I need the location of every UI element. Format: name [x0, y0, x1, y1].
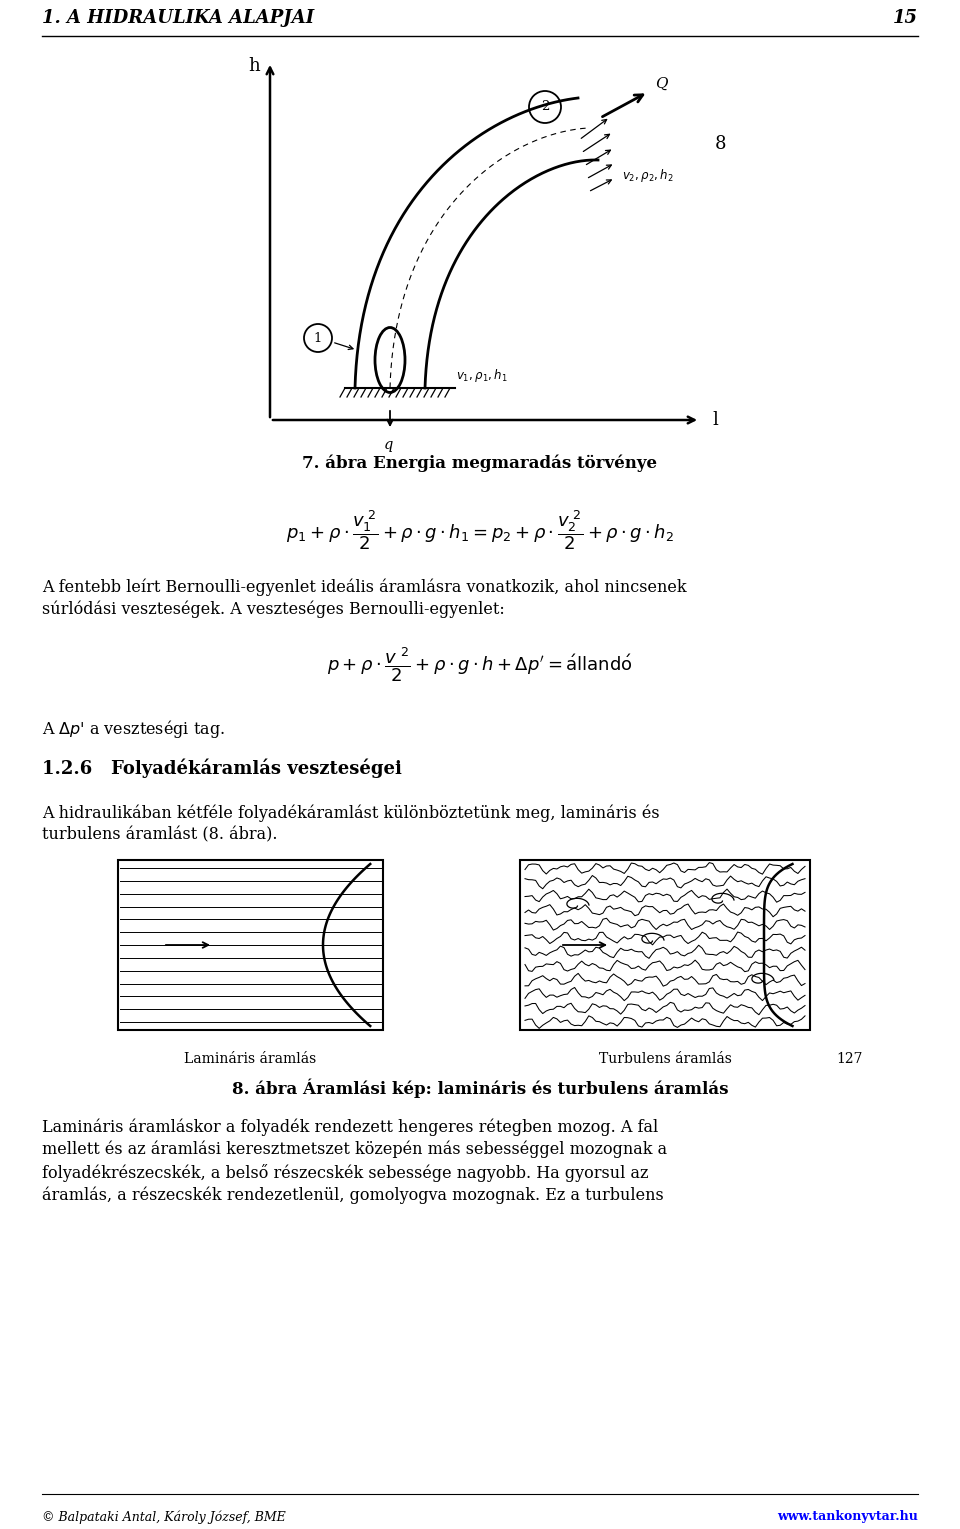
Text: 8: 8: [715, 135, 727, 153]
Text: mellett és az áramlási keresztmetszet közepén más sebességgel mozognak a: mellett és az áramlási keresztmetszet kö…: [42, 1141, 667, 1159]
Text: 127: 127: [836, 1052, 862, 1066]
Text: © Balpataki Antal, Károly József, BME: © Balpataki Antal, Károly József, BME: [42, 1511, 286, 1523]
Text: Lamináris áramláskor a folyadék rendezett hengeres rétegben mozog. A fal: Lamináris áramláskor a folyadék rendezet…: [42, 1118, 659, 1136]
Text: 1: 1: [314, 332, 323, 344]
Text: $p_1 + \rho \cdot \dfrac{v_1^{\ 2}}{2} + \rho \cdot g \cdot h_1 = p_2 + \rho \cd: $p_1 + \rho \cdot \dfrac{v_1^{\ 2}}{2} +…: [286, 508, 674, 552]
Text: Lamináris áramlás: Lamináris áramlás: [184, 1052, 317, 1066]
Bar: [118, 859, 383, 1031]
Text: $p + \rho \cdot \dfrac{v^{\ 2}}{2} + \rho \cdot g \cdot h + \Delta p' = \mathrm{: $p + \rho \cdot \dfrac{v^{\ 2}}{2} + \rh…: [327, 645, 633, 683]
Text: A $\Delta p$' a veszteségi tag.: A $\Delta p$' a veszteségi tag.: [42, 719, 225, 740]
Text: $v_1, \rho_1, h_1$: $v_1, \rho_1, h_1$: [456, 367, 508, 384]
Bar: [520, 859, 810, 1031]
Text: folyadékrészecskék, a belső részecskék sebessége nagyobb. Ha gyorsul az: folyadékrészecskék, a belső részecskék s…: [42, 1164, 649, 1182]
Text: 8. ábra Áramlási kép: lamináris és turbulens áramlás: 8. ábra Áramlási kép: lamináris és turbu…: [231, 1078, 729, 1098]
Text: 1.2.6   Folyadékáramlás veszteségei: 1.2.6 Folyadékáramlás veszteségei: [42, 758, 402, 778]
Text: Q: Q: [655, 76, 667, 92]
Text: A fentebb leírt Bernoulli-egyenlet ideális áramlásra vonatkozik, ahol nincsenek: A fentebb leírt Bernoulli-egyenlet ideál…: [42, 578, 686, 595]
Text: turbulens áramlást (8. ábra).: turbulens áramlást (8. ábra).: [42, 826, 277, 842]
Text: www.tankonyvtar.hu: www.tankonyvtar.hu: [778, 1511, 918, 1523]
Text: 1. A HIDRAULIKA ALAPJAI: 1. A HIDRAULIKA ALAPJAI: [42, 9, 314, 28]
Text: 15: 15: [893, 9, 918, 28]
Text: súrlódási veszteségek. A veszteséges Bernoulli-egyenlet:: súrlódási veszteségek. A veszteséges Ber…: [42, 599, 505, 618]
Text: Turbulens áramlás: Turbulens áramlás: [599, 1052, 732, 1066]
Text: l: l: [712, 411, 718, 430]
Text: A hidraulikában kétféle folyadékáramlást különböztetünk meg, lamináris és: A hidraulikában kétféle folyadékáramlást…: [42, 804, 660, 821]
Text: h: h: [249, 57, 260, 75]
Text: 7. ábra Energia megmaradás törvénye: 7. ábra Energia megmaradás törvénye: [302, 456, 658, 472]
Text: q: q: [383, 437, 393, 453]
Text: áramlás, a részecskék rendezetlenül, gomolyogva mozognak. Ez a turbulens: áramlás, a részecskék rendezetlenül, gom…: [42, 1187, 663, 1205]
Text: $v_2, \rho_2, h_2$: $v_2, \rho_2, h_2$: [622, 167, 674, 183]
Text: 2: 2: [540, 101, 549, 113]
